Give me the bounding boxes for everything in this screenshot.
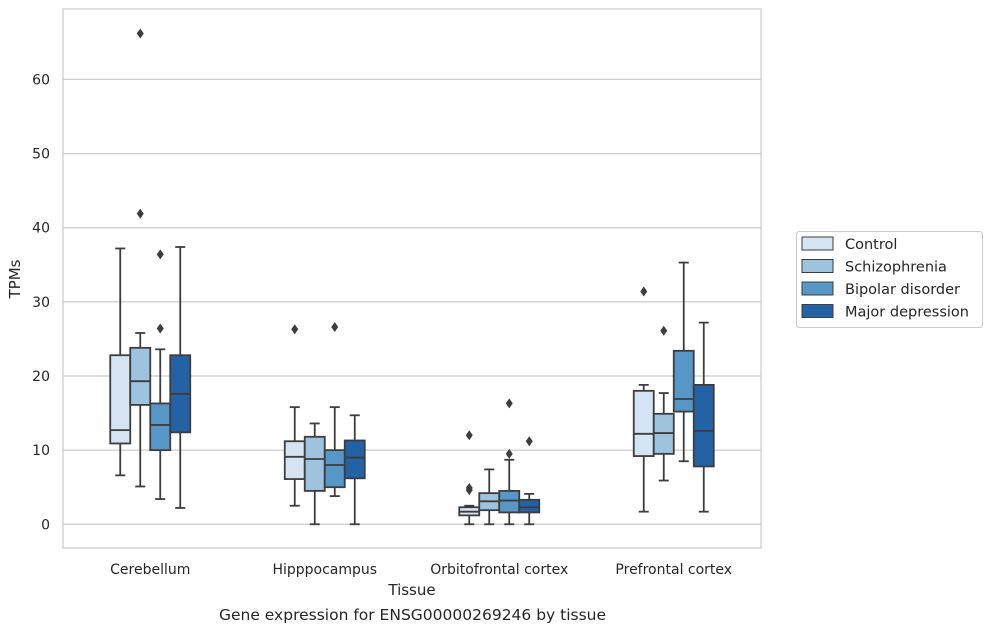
box-3-2 <box>518 436 541 526</box>
legend-swatch <box>801 236 834 251</box>
outlier-point <box>505 398 513 409</box>
y-tick-label: 10 <box>32 443 50 459</box>
y-axis-label: TPMs <box>6 259 24 299</box>
legend-frame <box>796 231 983 328</box>
x-tick-label: Cerebellum <box>110 562 190 578</box>
y-tick-label: 40 <box>32 221 50 237</box>
box-0-3 <box>632 286 655 513</box>
y-tick-label: 20 <box>32 369 50 385</box>
figure-caption: Gene expression for ENSG00000269246 by t… <box>218 606 607 624</box>
legend-label: Schizophrenia <box>845 260 947 276</box>
outlier-point <box>465 430 473 441</box>
outlier-point <box>331 322 339 333</box>
outlier-point <box>136 28 144 39</box>
x-axis-ticks: Cerebellum Hipppocampus Orbitofrontal cort… <box>110 562 732 578</box>
box-body <box>692 383 715 468</box>
box-2-0 <box>149 249 172 500</box>
x-tick-label: Prefrontal cortex <box>615 562 732 578</box>
box-body <box>283 440 306 480</box>
box-2-2 <box>498 398 521 526</box>
box-0-1 <box>283 324 306 507</box>
box-0-2 <box>458 430 481 526</box>
box-body <box>343 439 366 480</box>
outlier-point <box>505 448 513 459</box>
outlier-point <box>640 286 648 297</box>
box-groups <box>109 28 715 526</box>
box-body <box>518 498 541 514</box>
box-body <box>498 490 521 514</box>
plot-area-frame <box>62 8 762 549</box>
box-body <box>129 346 152 406</box>
legend-swatch <box>801 281 834 296</box>
legend: Control Schizophrenia Bipolar disorder Majo… <box>796 231 983 328</box>
legend-swatch <box>801 304 834 318</box>
box-1-2 <box>478 468 501 526</box>
box-2-1 <box>323 322 346 498</box>
box-body <box>149 402 172 452</box>
box-0-0 <box>109 247 132 477</box>
legend-label: Major depression <box>845 305 969 321</box>
box-body <box>303 435 326 492</box>
outlier-point <box>525 436 533 447</box>
y-tick-label: 0 <box>41 517 50 533</box>
box-body <box>632 389 655 457</box>
box-1-3 <box>652 325 675 482</box>
box-1-0 <box>129 28 152 488</box>
legend-label: Bipolar disorder <box>845 282 960 298</box>
box-3-0 <box>169 246 192 509</box>
box-body <box>672 349 695 413</box>
outlier-point <box>156 249 164 260</box>
box-2-3 <box>672 261 695 463</box>
y-axis-ticks: 0 10 20 30 40 50 60 <box>32 72 50 533</box>
outlier-point <box>291 324 299 335</box>
box-3-3 <box>692 321 715 513</box>
outlier-point <box>465 482 473 493</box>
y-tick-label: 30 <box>32 295 50 311</box>
outlier-point <box>156 323 164 334</box>
x-tick-label: Orbitofrontal cortex <box>430 562 568 578</box>
box-1-1 <box>303 422 326 526</box>
y-tick-label: 60 <box>32 72 50 88</box>
x-tick-label: Hipppocampus <box>272 562 377 578</box>
box-body <box>323 449 346 489</box>
grid-lines <box>63 78 761 525</box>
legend-label: Control <box>845 237 897 253</box>
outlier-point <box>660 325 668 336</box>
x-axis-label: Tissue <box>387 581 435 599</box>
legend-swatch <box>801 259 834 273</box>
outlier-point <box>136 208 144 219</box>
y-tick-label: 50 <box>32 147 50 163</box>
box-3-1 <box>343 414 366 526</box>
